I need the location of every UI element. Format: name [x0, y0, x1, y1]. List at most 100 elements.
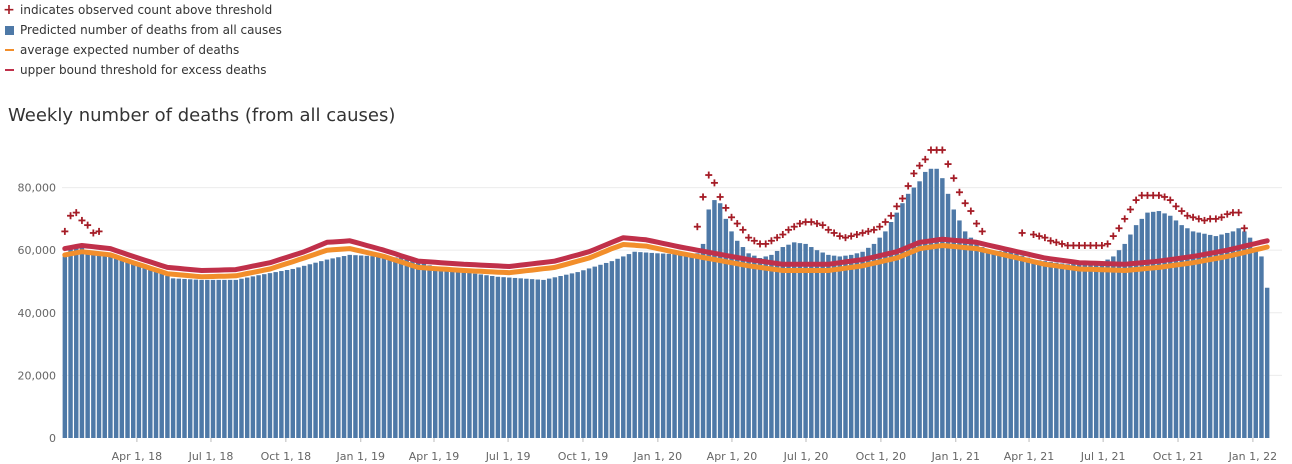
observed-above-threshold-marker [1166, 196, 1174, 204]
legend-item-observed-above-threshold[interactable]: + indicates observed count above thresho… [0, 0, 282, 20]
bar [666, 253, 672, 438]
observed-above-threshold-marker [961, 199, 969, 207]
observed-above-threshold-marker [1115, 224, 1123, 232]
bar [1099, 262, 1105, 438]
bar [1242, 231, 1247, 438]
bar [284, 270, 290, 438]
bar [347, 254, 352, 438]
bar [1116, 250, 1122, 438]
bar [461, 272, 466, 438]
legend-item-average-expected[interactable]: average expected number of deaths [0, 40, 282, 60]
x-tick-label: Oct 1, 18 [261, 450, 312, 463]
observed-above-threshold-marker [1109, 232, 1117, 240]
bar [187, 279, 193, 438]
bar [512, 277, 518, 438]
bar [980, 247, 985, 438]
bar [96, 253, 102, 438]
x-tick-label: Apr 1, 21 [1004, 450, 1055, 463]
line-icon [4, 49, 14, 51]
observed-above-threshold-marker [1052, 238, 1060, 246]
observed-above-threshold-marker [1047, 237, 1055, 245]
observed-above-threshold-marker [876, 223, 884, 231]
x-tick-label: Jan 1, 22 [1228, 450, 1277, 463]
bar [643, 252, 649, 438]
bar [911, 187, 917, 438]
observed-above-threshold-marker [824, 226, 832, 234]
bar [222, 279, 227, 438]
bar [660, 253, 666, 438]
bar [1008, 251, 1013, 438]
observed-above-threshold-marker [950, 174, 958, 182]
bar [108, 255, 113, 438]
bar [848, 254, 854, 438]
bar [940, 178, 945, 438]
bar [712, 200, 717, 438]
bar [934, 168, 939, 439]
bar [1037, 260, 1042, 438]
bar [1213, 236, 1219, 438]
bar [1219, 234, 1224, 438]
bar [626, 254, 632, 438]
observed-above-threshold-marker [1223, 210, 1231, 218]
bar [905, 193, 911, 438]
y-tick-label: 20,000 [18, 369, 57, 382]
bar [1145, 212, 1150, 438]
observed-above-threshold-marker [95, 227, 103, 235]
observed-above-threshold-marker [67, 212, 75, 220]
bar [1071, 264, 1076, 438]
observed-above-threshold-marker [72, 209, 80, 217]
bar [433, 267, 438, 438]
bar [917, 181, 922, 438]
observed-above-threshold-marker [904, 182, 912, 190]
bar [923, 171, 928, 439]
observed-above-threshold-marker [1212, 215, 1220, 223]
bar [484, 275, 489, 438]
bar [216, 279, 221, 438]
x-tick-label: Jul 1, 20 [783, 450, 829, 463]
observed-above-threshold-marker [1183, 212, 1191, 220]
bar [364, 255, 370, 438]
observed-above-threshold-marker [716, 193, 724, 201]
bar [575, 272, 580, 438]
bar [148, 268, 153, 438]
bar [951, 209, 956, 438]
bar [638, 252, 643, 438]
bar [438, 268, 444, 438]
bar [313, 262, 318, 438]
bar [1042, 261, 1048, 438]
bar [888, 222, 894, 438]
bar [854, 253, 860, 438]
bar [233, 279, 239, 438]
bar [319, 261, 324, 438]
observed-above-threshold-marker [813, 220, 821, 228]
bar [478, 274, 484, 438]
legend-item-predicted-deaths[interactable]: Predicted number of deaths from all caus… [0, 20, 282, 40]
x-tick-label: Oct 1, 19 [558, 450, 609, 463]
bar [678, 254, 683, 438]
bar [860, 251, 865, 438]
bar [142, 266, 147, 438]
bar [1225, 232, 1230, 438]
observed-above-threshold-marker [750, 237, 758, 245]
bar [262, 274, 267, 438]
observed-above-threshold-marker [864, 227, 872, 235]
bar [786, 244, 791, 438]
bar [250, 276, 256, 438]
observed-above-threshold-marker [887, 212, 895, 220]
bar [1019, 255, 1025, 438]
x-tick-label: Jul 1, 18 [188, 450, 234, 463]
observed-above-threshold-marker [1155, 191, 1163, 199]
bar [814, 250, 820, 438]
x-tick-label: Jan 1, 21 [931, 450, 980, 463]
observed-above-threshold-marker [1121, 215, 1129, 223]
bar [393, 257, 398, 438]
legend-item-upper-bound[interactable]: upper bound threshold for excess deaths [0, 60, 282, 80]
bar [370, 256, 375, 438]
bar [672, 254, 677, 438]
y-tick-label: 60,000 [18, 244, 57, 257]
bar [125, 260, 130, 438]
legend-label: indicates observed count above threshold [20, 3, 273, 17]
bar [621, 256, 626, 438]
bar [524, 278, 529, 438]
bar [1111, 256, 1116, 438]
